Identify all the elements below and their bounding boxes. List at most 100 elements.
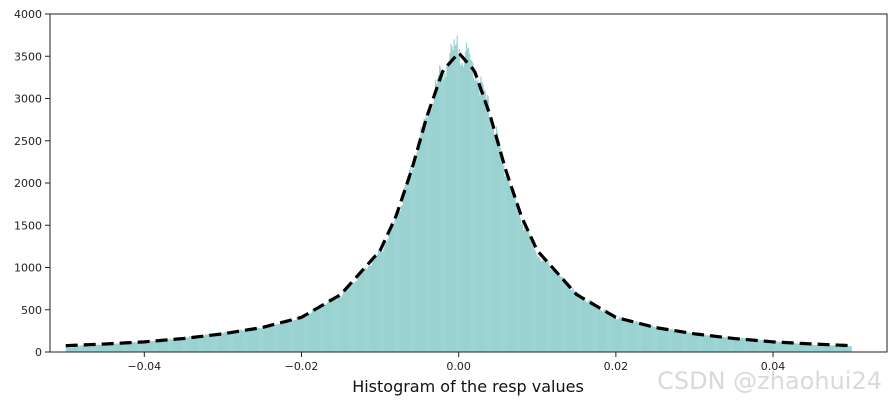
histogram-bar <box>605 310 607 352</box>
histogram-bar <box>486 94 488 353</box>
histogram-bar <box>299 317 301 352</box>
histogram-bar <box>545 258 547 352</box>
histogram-bar <box>476 81 478 352</box>
histogram-bar <box>632 321 634 352</box>
histogram-bar <box>295 320 297 352</box>
histogram-bar <box>176 337 178 352</box>
histogram-bar <box>237 330 239 352</box>
histogram-bar <box>433 94 436 353</box>
histogram-bar <box>414 159 416 352</box>
histogram-bar <box>785 342 787 352</box>
histogram-bar <box>516 201 518 352</box>
histogram-bar <box>179 337 181 352</box>
histogram-bar <box>692 333 694 352</box>
histogram-bar <box>174 337 176 352</box>
histogram-bars <box>65 35 852 353</box>
histogram-bar <box>215 334 217 352</box>
histogram-bar <box>731 337 733 352</box>
histogram-bar <box>797 343 800 352</box>
histogram-bar <box>713 334 715 352</box>
histogram-bar <box>67 346 70 352</box>
histogram-bar <box>222 332 225 352</box>
histogram-bar <box>526 227 529 352</box>
histogram-bar <box>449 52 451 352</box>
histogram-bar <box>736 338 739 352</box>
histogram-bar <box>73 346 76 352</box>
histogram-bar <box>78 345 80 352</box>
histogram-bar <box>244 330 246 352</box>
histogram-bar <box>654 326 656 352</box>
histogram-bar <box>837 345 839 352</box>
histogram-bar <box>155 340 157 352</box>
histogram-bar <box>257 327 259 352</box>
histogram-bar <box>482 84 484 353</box>
histogram-bar <box>608 312 610 352</box>
histogram-bar <box>111 344 113 352</box>
y-tick-label: 500 <box>21 304 42 317</box>
histogram-bar <box>501 151 503 352</box>
histogram-bar <box>774 341 776 352</box>
histogram-bar <box>277 323 279 352</box>
histogram-bar <box>359 272 361 352</box>
histogram-bar <box>521 222 523 352</box>
histogram-bar <box>452 50 454 352</box>
histogram-bar <box>807 344 809 352</box>
histogram-bar <box>405 179 408 352</box>
histogram-bar <box>403 187 406 352</box>
histogram-bar <box>323 305 325 352</box>
histogram-bar <box>702 334 704 352</box>
histogram-bar <box>528 234 531 352</box>
histogram-bar <box>265 326 267 352</box>
histogram-bar <box>291 320 293 352</box>
histogram-bar <box>601 310 603 352</box>
histogram-bar <box>330 297 332 352</box>
histogram-bar <box>373 257 376 352</box>
histogram-bar <box>280 321 283 352</box>
histogram-bar <box>203 336 205 352</box>
histogram-bar <box>580 299 582 352</box>
histogram-bar <box>87 345 89 352</box>
histogram-bar <box>838 345 840 352</box>
histogram-bar <box>136 342 138 352</box>
histogram-bar <box>112 343 114 352</box>
histogram-bar <box>480 76 482 353</box>
histogram-bar <box>441 70 443 353</box>
histogram-bar <box>598 308 600 352</box>
histogram-bar <box>737 338 740 352</box>
histogram-bar <box>429 107 431 352</box>
histogram-bar <box>824 344 826 352</box>
histogram-bar <box>150 341 152 352</box>
histogram-bar <box>745 338 747 352</box>
histogram-bar <box>782 342 784 352</box>
histogram-bar <box>335 299 337 352</box>
histogram-bar <box>668 329 670 352</box>
histogram-bar <box>186 337 188 352</box>
histogram-bar <box>269 324 271 352</box>
histogram-bar <box>784 342 786 352</box>
histogram-bar <box>642 324 644 352</box>
histogram-bar <box>226 331 228 352</box>
histogram-bar <box>641 324 643 352</box>
histogram-bar <box>159 339 162 352</box>
histogram-bar <box>773 341 775 352</box>
histogram-bar <box>296 317 298 352</box>
histogram-bar <box>778 341 780 352</box>
histogram-bar <box>397 213 399 352</box>
histogram-bar <box>798 343 801 352</box>
fit-curve-line <box>65 51 852 348</box>
histogram-bar <box>234 331 236 352</box>
histogram-bar <box>505 176 507 352</box>
histogram-bar <box>616 319 619 352</box>
histogram-bar <box>106 344 108 352</box>
histogram-bar <box>627 322 629 352</box>
histogram-bar <box>247 330 249 352</box>
histogram-bar <box>383 249 385 352</box>
histogram-bar <box>420 126 422 353</box>
histogram-bar <box>700 333 702 352</box>
histogram-bar <box>410 165 412 352</box>
histogram-bar <box>97 344 100 352</box>
histogram-bar <box>827 345 830 352</box>
histogram-bar <box>290 321 292 352</box>
histogram-bar <box>208 333 210 352</box>
histogram-bar <box>582 299 584 352</box>
